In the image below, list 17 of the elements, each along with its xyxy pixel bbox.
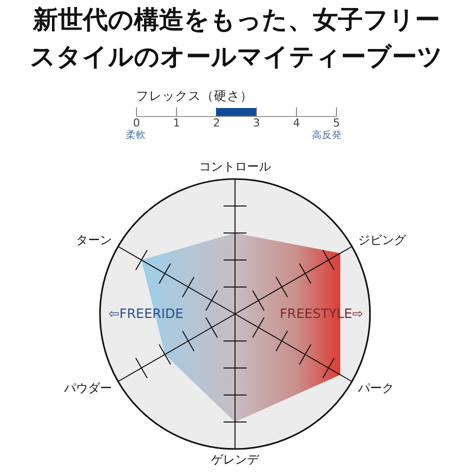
x-tick-label: 3 bbox=[253, 116, 260, 130]
spoke-label: パーク bbox=[356, 380, 394, 395]
spoke-label: ジビング bbox=[358, 233, 407, 248]
x-tick-label: 1 bbox=[173, 116, 180, 130]
x-tick-label: 5 bbox=[333, 116, 340, 130]
chart-title: フレックス（硬さ） bbox=[136, 88, 253, 103]
text: 新世代の構造をもった、女子フリースタイルのオールマイティーブーツ bbox=[30, 5, 443, 71]
text: 高反発 bbox=[312, 129, 342, 141]
spoke-label: ゲレンデ bbox=[211, 452, 260, 466]
x-tick-label: 2 bbox=[213, 116, 220, 130]
text: ⇦FREERIDE bbox=[108, 307, 184, 322]
spoke-label: コントロール bbox=[199, 160, 271, 174]
x-tick-label: 0 bbox=[133, 116, 140, 130]
text: 柔軟 bbox=[126, 129, 146, 141]
spoke-label: ターン bbox=[76, 233, 112, 248]
spoke-label: パウダー bbox=[63, 380, 112, 395]
x-tick-label: 4 bbox=[293, 116, 300, 130]
